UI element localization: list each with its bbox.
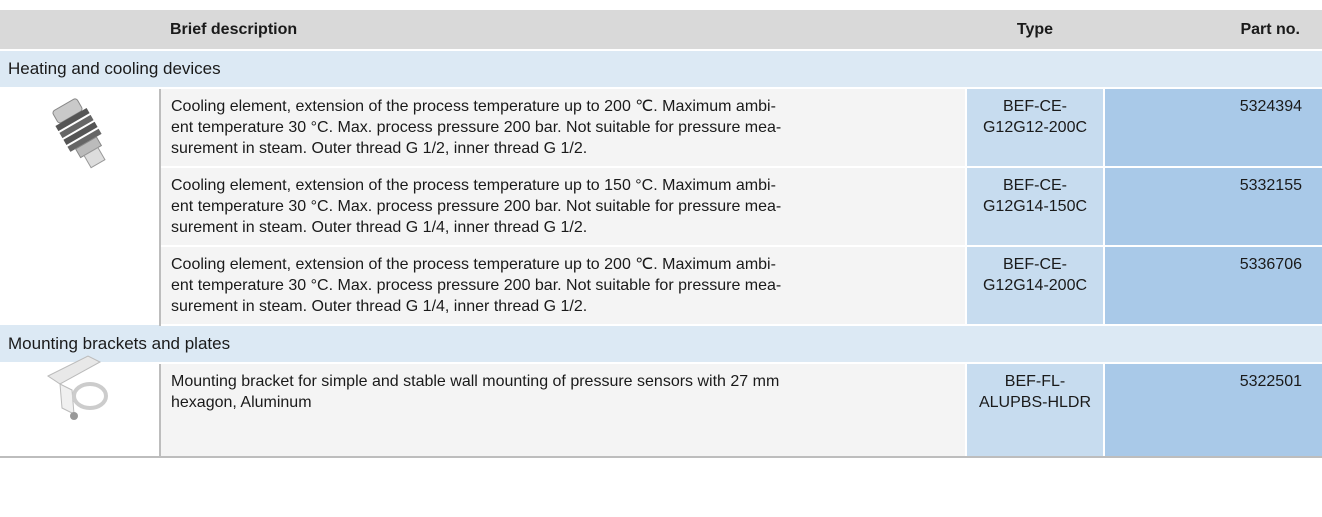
description-cell: Cooling element, extension of the proces… — [160, 246, 966, 325]
description-cell: Cooling element, extension of the proces… — [160, 167, 966, 246]
item-row: Cooling element, extension of the proces… — [0, 246, 1322, 325]
text-line: surement in steam. Outer thread G 1/2, i… — [171, 138, 955, 159]
description-cell: Mounting bracket for simple and stable w… — [160, 363, 966, 457]
header-cell: Brief description — [160, 10, 966, 50]
item-row: Cooling element, extension of the proces… — [0, 167, 1322, 246]
cooling-element-image — [42, 96, 122, 176]
item-row: Cooling element, extension of the proces… — [0, 88, 1322, 167]
text-line: surement in steam. Outer thread G 1/4, i… — [171, 296, 955, 317]
part-number: 5336706 — [1104, 246, 1322, 325]
text-line: Cooling element, extension of the proces… — [171, 96, 955, 117]
type-cell: BEF-FL-ALUPBS-HLDR — [966, 363, 1104, 457]
table: Brief description Type Part no. Heating … — [0, 10, 1322, 458]
part-number: 5332155 — [1104, 167, 1322, 246]
text-line: G12G12-200C — [971, 117, 1099, 138]
text-line: BEF-CE- — [971, 175, 1099, 196]
group: Heating and cooling devices Cooling eleme… — [0, 50, 1322, 325]
group: Mounting brackets and plates Mounting bra… — [0, 325, 1322, 457]
group-title: Mounting brackets and plates — [0, 325, 1322, 363]
header-row: Brief description Type Part no. — [0, 10, 1322, 50]
text-line: ent temperature 30 °C. Max. process pres… — [171, 117, 955, 138]
bracket-image — [38, 346, 128, 426]
text-line: BEF-CE- — [971, 254, 1099, 275]
type-cell: BEF-CE-G12G14-150C — [966, 167, 1104, 246]
header-cell: Type — [966, 10, 1104, 50]
type-cell: BEF-CE-G12G14-200C — [966, 246, 1104, 325]
text-line: G12G14-200C — [971, 275, 1099, 296]
text-line: G12G14-150C — [971, 196, 1099, 217]
part-number: 5322501 — [1104, 363, 1322, 457]
text-line: Cooling element, extension of the proces… — [171, 254, 955, 275]
text-line: ent temperature 30 °C. Max. process pres… — [171, 275, 955, 296]
text-line: hexagon, Aluminum — [171, 392, 955, 413]
group-title: Heating and cooling devices — [0, 50, 1322, 88]
text-line: Mounting bracket for simple and stable w… — [171, 371, 955, 392]
header-cell — [0, 10, 160, 50]
part-number: 5324394 — [1104, 88, 1322, 167]
item-row: Mounting bracket for simple and stable w… — [0, 363, 1322, 457]
group-row: Heating and cooling devices — [0, 50, 1322, 88]
text-line: Cooling element, extension of the proces… — [171, 175, 955, 196]
type-cell: BEF-CE-G12G12-200C — [966, 88, 1104, 167]
text-line: ent temperature 30 °C. Max. process pres… — [171, 196, 955, 217]
text-line: BEF-CE- — [971, 96, 1099, 117]
group-row: Mounting brackets and plates — [0, 325, 1322, 363]
text-line: BEF-FL-ALUPBS-HLDR — [971, 371, 1099, 413]
accessory-table: Brief description Type Part no. Heating … — [0, 10, 1322, 458]
description-cell: Cooling element, extension of the proces… — [160, 88, 966, 167]
header-cell: Part no. — [1104, 10, 1322, 50]
page: Brief description Type Part no. Heating … — [0, 0, 1322, 517]
text-line: surement in steam. Outer thread G 1/4, i… — [171, 217, 955, 238]
